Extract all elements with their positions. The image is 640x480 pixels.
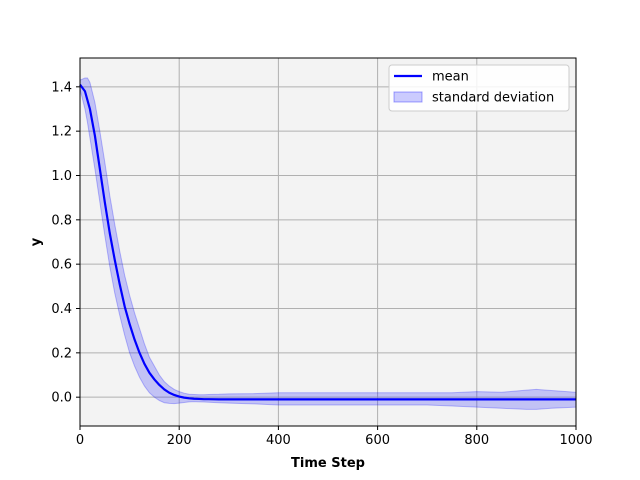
plot-background [80, 58, 576, 426]
y-tick-label: 0.0 [51, 391, 72, 406]
legend-band-swatch [393, 91, 423, 103]
x-tick-label: 200 [167, 433, 192, 448]
y-tick-label: 1.4 [51, 80, 72, 95]
legend-label: mean [432, 70, 469, 85]
legend-label: standard deviation [432, 91, 554, 106]
plot-area [79, 57, 577, 427]
x-axis: 0 200 400 600 800 1000 [76, 426, 593, 448]
x-tick-label: 400 [266, 433, 291, 448]
plot-frame [79, 57, 577, 427]
mean-line [79, 83, 576, 401]
y-axis-title: y [29, 237, 44, 246]
legend-box [388, 64, 570, 112]
y-axis: 0.0 0.2 0.4 0.6 0.8 1.0 1.2 1.4 [51, 80, 80, 406]
x-tick-label: 600 [365, 433, 390, 448]
x-tick-label: 800 [464, 433, 489, 448]
x-tick-label: 0 [76, 433, 84, 448]
y-tick-label: 0.4 [51, 302, 72, 317]
y-tick-label: 0.6 [51, 258, 72, 273]
y-tick-label: 0.8 [51, 213, 72, 228]
legend: mean standard deviation [388, 64, 570, 112]
y-tick-label: 1.2 [51, 125, 72, 140]
x-axis-title: Time Step [291, 456, 365, 471]
y-tick-label: 1.0 [51, 169, 72, 184]
x-tick-label: 1000 [559, 433, 592, 448]
y-tick-label: 0.2 [51, 346, 72, 361]
